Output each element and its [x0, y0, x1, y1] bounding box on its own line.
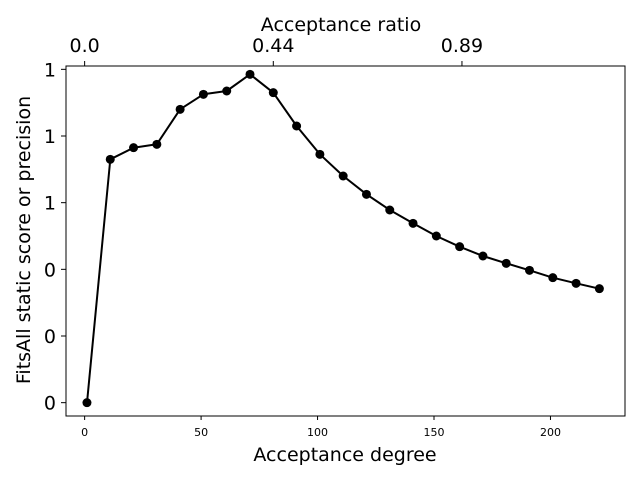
- data-point: [198, 89, 208, 99]
- bottom-x-axis-ticks: 0 50 100 150 200: [81, 416, 561, 439]
- data-point: [129, 143, 139, 153]
- data-point: [548, 273, 558, 283]
- data-point: [525, 265, 535, 275]
- data-point: [292, 121, 302, 131]
- y-axis-ticks: 0 0 0 1 1 1: [44, 59, 66, 415]
- data-point: [105, 154, 115, 164]
- y-tick-label: 0: [44, 326, 56, 348]
- top-x-axis-label: Acceptance ratio: [261, 14, 421, 36]
- y-tick-label: 1: [44, 126, 56, 148]
- data-point: [385, 205, 395, 215]
- data-point: [594, 284, 604, 294]
- x-tick-label: 0: [81, 426, 88, 439]
- x-axis-label: Acceptance degree: [253, 444, 436, 466]
- plot-area-frame: [65, 65, 626, 417]
- data-point: [268, 88, 278, 98]
- x-tick-label: 50: [194, 426, 208, 439]
- x-tick-label: 200: [540, 426, 561, 439]
- data-point: [501, 258, 511, 268]
- y-tick-label: 0: [44, 393, 56, 415]
- data-point: [455, 242, 465, 252]
- top-tick-label: 0.44: [252, 35, 294, 57]
- y-tick-label: 1: [44, 193, 56, 215]
- top-tick-label: 0.89: [441, 35, 483, 57]
- data-point: [571, 278, 581, 288]
- x-tick-label: 100: [307, 426, 328, 439]
- x-tick-label: 150: [424, 426, 445, 439]
- top-tick-label: 0.0: [70, 35, 100, 57]
- data-point: [175, 104, 185, 114]
- data-point: [152, 139, 162, 149]
- y-axis-label: FitsAll static score or precision: [13, 96, 35, 384]
- data-point: [431, 231, 441, 241]
- data-point: [315, 149, 325, 159]
- data-point: [408, 218, 418, 228]
- data-point: [338, 171, 348, 181]
- y-tick-label: 1: [44, 59, 56, 81]
- data-point: [82, 398, 92, 408]
- data-point: [478, 251, 488, 261]
- data-point: [222, 86, 232, 96]
- top-x-axis-ticks: 0.0 0.44 0.89: [70, 35, 483, 66]
- data-point: [245, 69, 255, 79]
- data-series: [82, 69, 604, 408]
- y-tick-label: 0: [44, 259, 56, 281]
- data-point: [361, 189, 371, 199]
